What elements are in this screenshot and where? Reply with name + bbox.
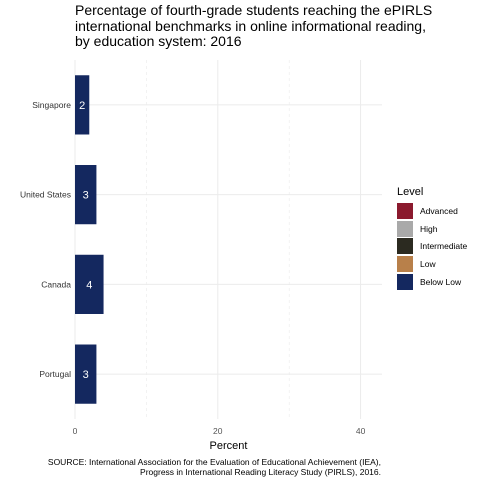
bar-portugal: [75, 344, 97, 404]
x-axis-label: Percent: [210, 440, 248, 452]
legend-label: High: [420, 223, 438, 234]
legend-label: Advanced: [420, 205, 458, 216]
source-note: SOURCE: International Association for th…: [47, 457, 381, 477]
legend-item: Low: [397, 255, 467, 273]
legend: Level Advanced High Intermediate Low Below L…: [397, 186, 467, 291]
y-tick-label: United States: [20, 190, 71, 200]
bar-data-label: 3: [83, 369, 89, 381]
legend-swatch: [397, 238, 413, 255]
bar-united-states: [75, 165, 97, 225]
x-tick-label: 0: [73, 426, 78, 436]
bar-data-label: 2: [79, 100, 85, 112]
legend-label: Intermediate: [420, 241, 468, 252]
y-tick-label: Singapore: [32, 100, 71, 110]
legend-label: Low: [420, 259, 436, 270]
legend-item: Below Low: [397, 273, 467, 291]
legend-swatch: [397, 202, 413, 219]
bar-data-label: 3: [83, 190, 89, 202]
legend-item: Intermediate: [397, 238, 467, 256]
legend-swatch: [397, 256, 413, 273]
legend-label: Below Low: [420, 277, 462, 288]
x-tick-label: 20: [213, 426, 223, 436]
legend-swatch: [397, 274, 413, 291]
y-tick-label: Portugal: [39, 369, 71, 379]
legend-item: Advanced: [397, 202, 467, 220]
legend-items: Advanced High Intermediate Low Below Low: [397, 202, 467, 291]
bar-singapore: [75, 75, 90, 135]
legend-swatch: [397, 220, 413, 237]
y-tick-label: Canada: [41, 279, 71, 289]
bar-canada: [75, 254, 104, 314]
chart-title: Percentage of fourth-grade students reac…: [75, 2, 433, 49]
legend-item: High: [397, 220, 467, 238]
bar-data-label: 4: [86, 279, 92, 291]
legend-title: Level: [397, 186, 424, 198]
x-tick-label: 40: [356, 426, 366, 436]
